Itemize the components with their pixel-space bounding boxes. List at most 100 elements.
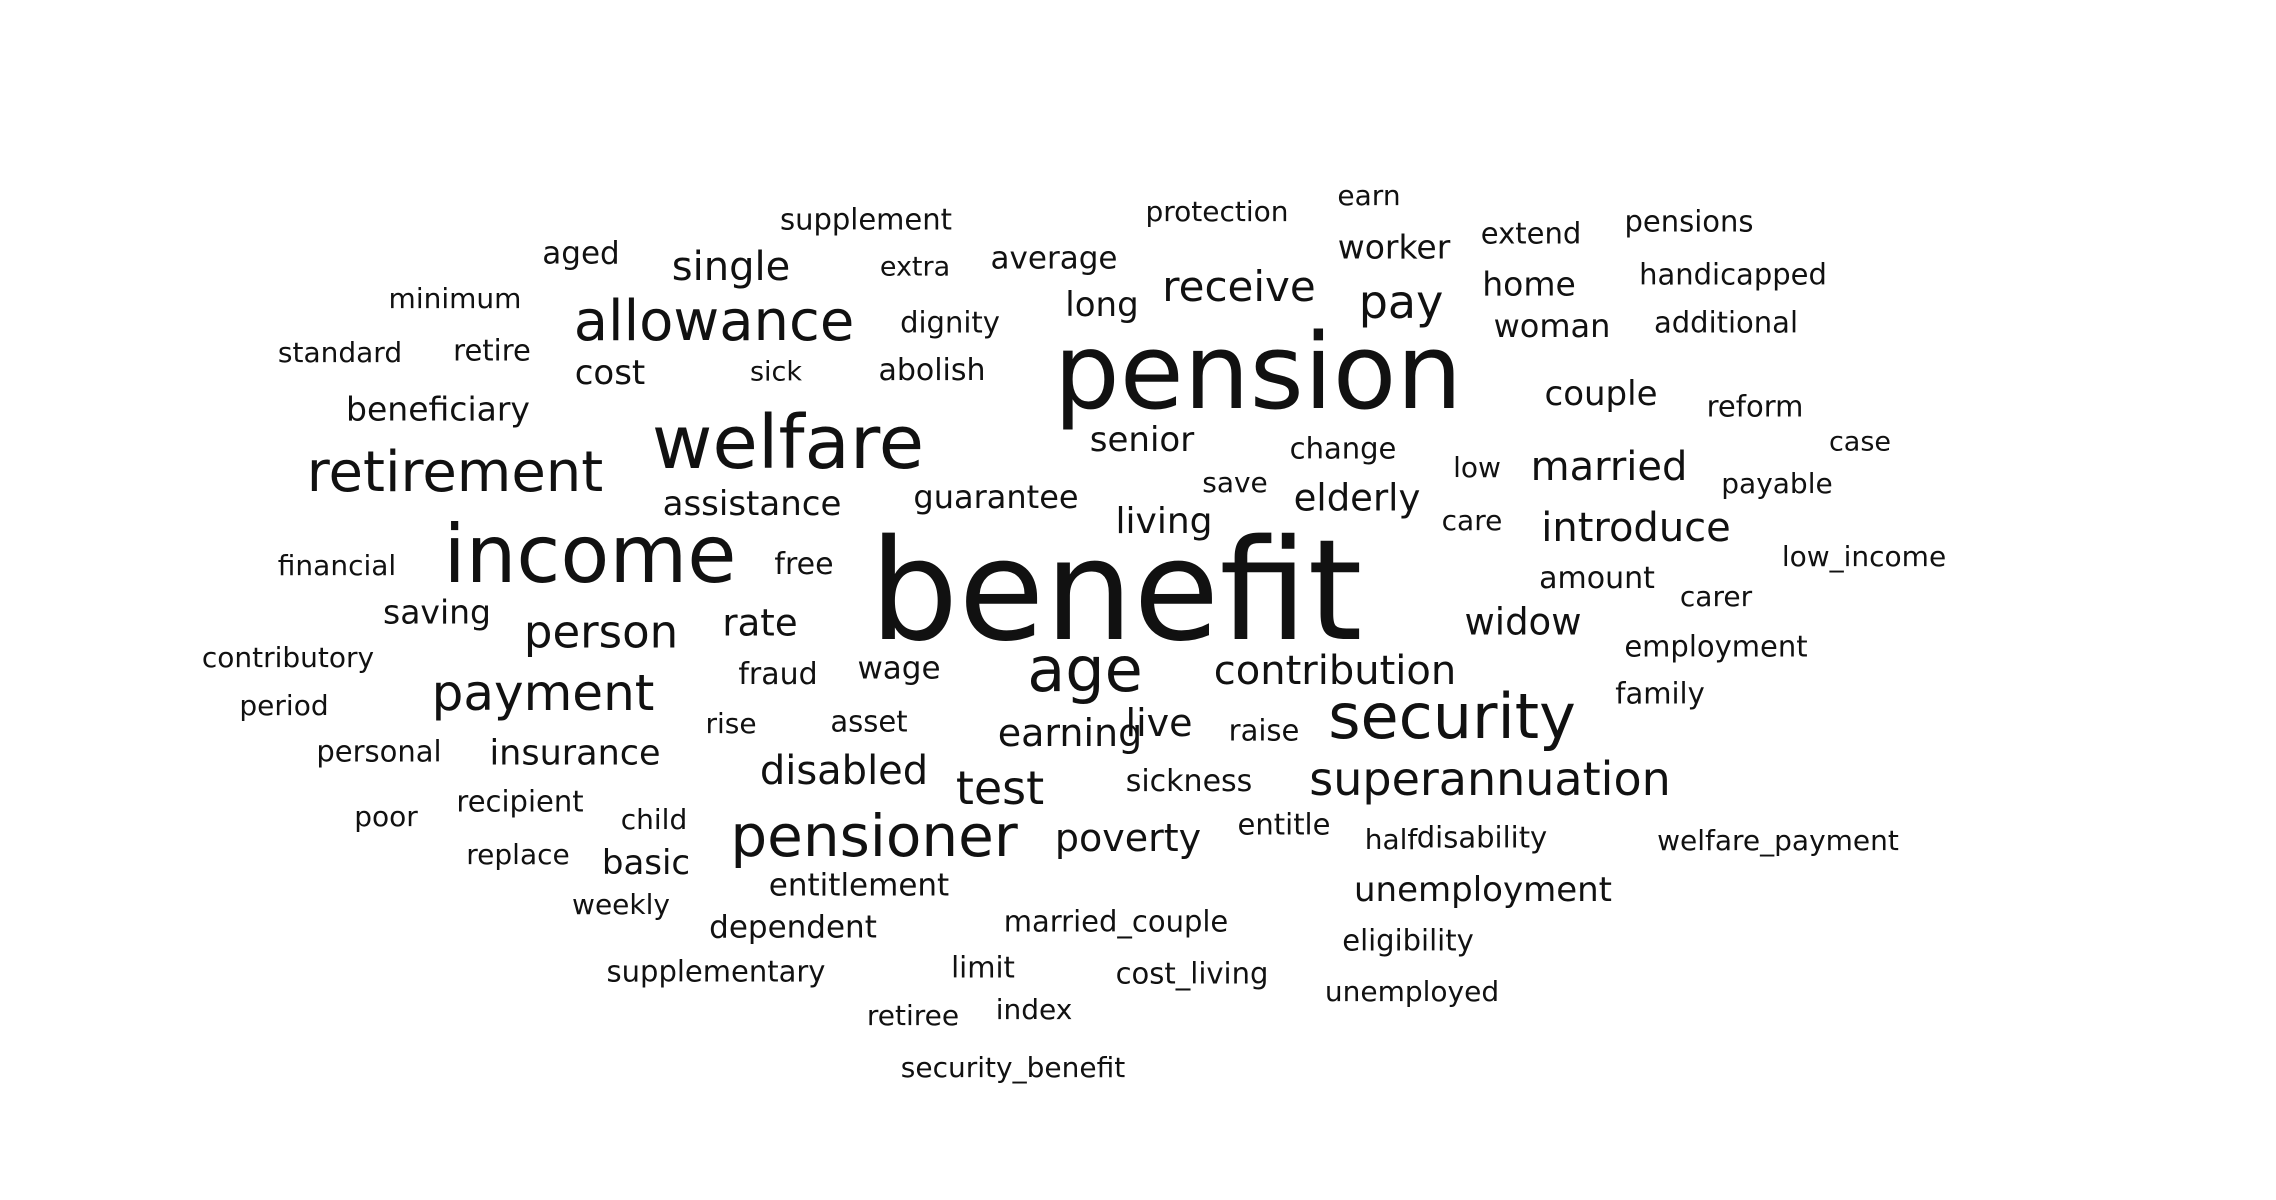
- word: reform: [1706, 389, 1804, 424]
- word: receive: [1162, 262, 1316, 311]
- word: poverty: [1054, 816, 1202, 860]
- word: extra: [879, 251, 951, 283]
- word: security_benefit: [900, 1051, 1126, 1084]
- word: change: [1289, 431, 1397, 466]
- word: test: [955, 761, 1045, 815]
- word: welfare_payment: [1657, 824, 1899, 857]
- word: superannuation: [1309, 752, 1671, 806]
- word: wage: [857, 650, 941, 687]
- word: fraud: [738, 657, 818, 692]
- word: pension: [1053, 311, 1463, 433]
- word: rise: [705, 707, 757, 740]
- word: security: [1328, 680, 1576, 753]
- word: rate: [722, 601, 798, 645]
- word: guarantee: [913, 478, 1079, 516]
- word: low: [1453, 451, 1501, 484]
- word: protection: [1145, 195, 1289, 228]
- word: married: [1530, 444, 1688, 490]
- word: introduce: [1541, 505, 1731, 551]
- word: basic: [601, 843, 691, 883]
- word: person: [523, 605, 679, 659]
- word: amount: [1539, 561, 1655, 596]
- word: income: [443, 508, 737, 601]
- word: supplement: [779, 202, 953, 237]
- word: replace: [466, 838, 570, 871]
- word: widow: [1464, 600, 1582, 644]
- word: aged: [542, 235, 620, 272]
- word: retiree: [866, 999, 960, 1032]
- word: payable: [1721, 467, 1833, 500]
- word: handicapped: [1639, 257, 1827, 292]
- word: single: [671, 244, 791, 290]
- word: benefit: [869, 510, 1363, 673]
- word: personal: [316, 734, 442, 769]
- word: case: [1828, 426, 1892, 458]
- word: recipient: [456, 784, 584, 819]
- word: unemployed: [1324, 975, 1500, 1008]
- word: financial: [277, 549, 397, 582]
- word: contributory: [201, 641, 375, 674]
- word: saving: [383, 592, 491, 632]
- word: entitlement: [768, 867, 950, 904]
- word: insurance: [489, 733, 661, 774]
- word: disabled: [759, 748, 929, 794]
- word: pensions: [1624, 204, 1754, 239]
- word: earning: [997, 711, 1143, 755]
- word: family: [1615, 676, 1705, 711]
- word: couple: [1544, 374, 1658, 414]
- word: contribution: [1213, 648, 1457, 694]
- word: raise: [1228, 713, 1300, 748]
- word: age: [1027, 633, 1143, 706]
- word: index: [995, 993, 1073, 1026]
- word: cost: [574, 353, 646, 393]
- word: worker: [1337, 227, 1451, 267]
- word: unemployment: [1353, 870, 1613, 910]
- word: period: [239, 689, 329, 722]
- word: half: [1364, 823, 1418, 856]
- word: poor: [354, 800, 418, 833]
- word: low_income: [1781, 540, 1947, 573]
- word: entitle: [1237, 807, 1331, 842]
- word: woman: [1493, 307, 1611, 345]
- word: senior: [1089, 420, 1195, 460]
- word: free: [774, 547, 834, 582]
- word: sickness: [1125, 764, 1253, 799]
- word: allowance: [573, 289, 855, 354]
- word: live: [1125, 701, 1193, 745]
- word: limit: [951, 950, 1015, 985]
- word: earn: [1337, 179, 1401, 212]
- word: elderly: [1293, 476, 1421, 520]
- word: save: [1202, 466, 1268, 499]
- word: asset: [830, 704, 908, 739]
- word: extend: [1480, 216, 1582, 251]
- word: retire: [453, 333, 531, 368]
- word: supplementary: [606, 954, 826, 989]
- word: dignity: [900, 305, 1000, 340]
- word: pay: [1358, 275, 1444, 329]
- word: standard: [277, 336, 403, 369]
- word: cost_living: [1115, 956, 1269, 991]
- word: payment: [431, 664, 655, 722]
- word: minimum: [388, 282, 522, 315]
- word: pensioner: [730, 802, 1018, 870]
- word: employment: [1624, 629, 1808, 664]
- word: home: [1482, 264, 1576, 304]
- word: care: [1441, 504, 1503, 537]
- word: retirement: [306, 440, 604, 505]
- word: assistance: [662, 484, 842, 524]
- word: married_couple: [1003, 904, 1229, 939]
- word: additional: [1653, 305, 1799, 340]
- word: carer: [1679, 580, 1753, 613]
- word: sick: [749, 356, 803, 388]
- word: weekly: [572, 888, 670, 921]
- word: abolish: [878, 353, 986, 388]
- word: beneficiary: [346, 389, 530, 429]
- word: eligibility: [1342, 923, 1474, 958]
- word: child: [620, 803, 688, 836]
- word: living: [1115, 501, 1213, 542]
- word: long: [1065, 285, 1139, 325]
- word: welfare: [651, 400, 925, 486]
- word: average: [990, 240, 1118, 277]
- word: dependent: [709, 909, 877, 946]
